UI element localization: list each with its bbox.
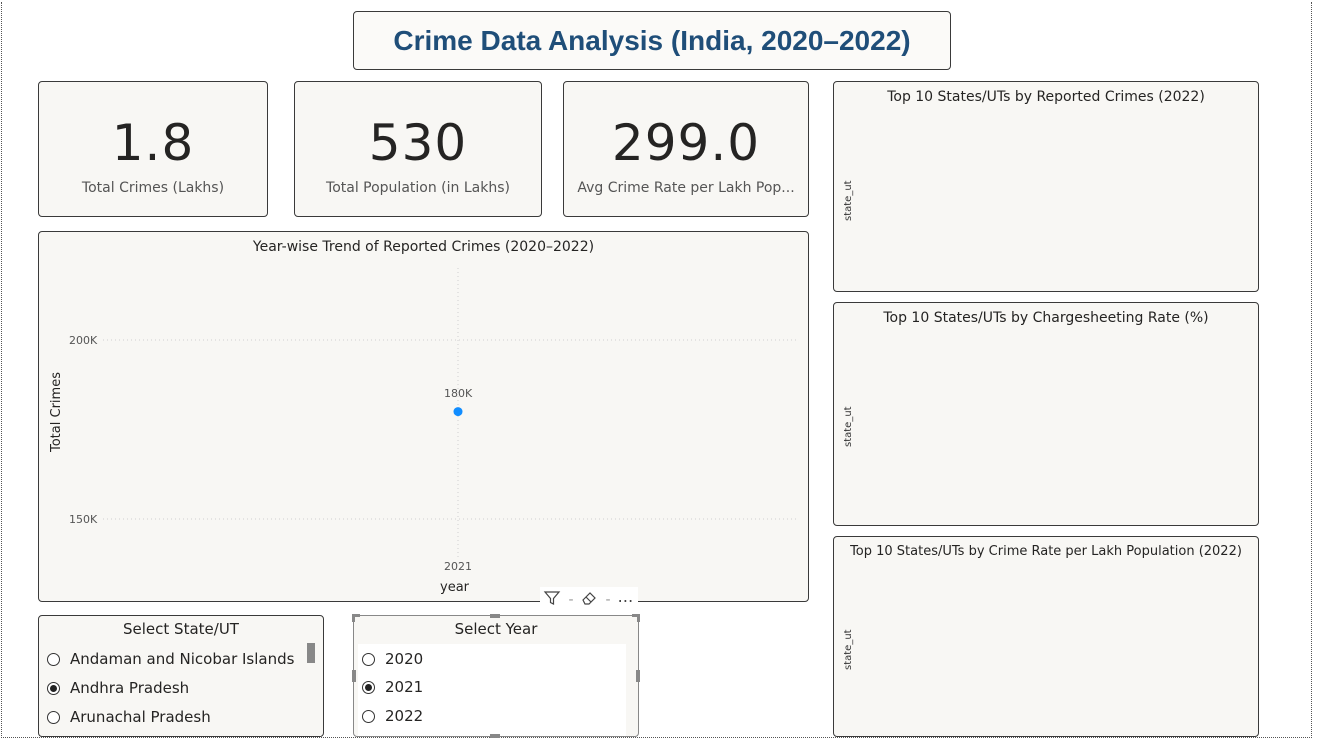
chart-title: Top 10 States/UTs by Crime Rate per Lakh… bbox=[850, 544, 1242, 559]
trend-chart-title: Year-wise Trend of Reported Crimes (2020… bbox=[252, 239, 595, 255]
separator-dash: - bbox=[568, 592, 574, 608]
resize-handle-left[interactable] bbox=[352, 670, 356, 682]
x-tick-2021: 2021 bbox=[444, 560, 472, 573]
kpi-value: 299.0 bbox=[611, 114, 761, 172]
slicer-option-andhra[interactable]: Andhra Pradesh bbox=[47, 679, 189, 697]
slicer-title: Select Year bbox=[454, 620, 538, 638]
kpi-card-total-crimes[interactable]: 1.8 Total Crimes (Lakhs) bbox=[38, 81, 268, 217]
y-axis-title: state_ut bbox=[843, 629, 854, 670]
slicer-option-2022[interactable]: 2022 bbox=[362, 707, 423, 725]
y-axis-title: Total Crimes bbox=[49, 372, 64, 452]
data-point-2021 bbox=[453, 407, 463, 417]
slicer-option-2020[interactable]: 2020 bbox=[362, 650, 423, 668]
resize-handle-top[interactable] bbox=[490, 614, 500, 618]
y-tick-200k: 200K bbox=[69, 334, 98, 347]
kpi-card-avg-crime-rate[interactable]: 299.0 Avg Crime Rate per Lakh Pop... bbox=[563, 81, 809, 217]
eraser-icon[interactable] bbox=[580, 589, 598, 611]
kpi-label: Total Population (in Lakhs) bbox=[326, 180, 510, 196]
slicer-option-label: Arunachal Pradesh bbox=[70, 708, 211, 726]
visual-header-toolbar: - - ⋯ bbox=[540, 587, 638, 613]
slicer-scrollbar[interactable] bbox=[307, 643, 315, 663]
kpi-label: Total Crimes (Lakhs) bbox=[81, 180, 225, 196]
slicer-title: Select State/UT bbox=[123, 620, 239, 638]
trend-chart-svg bbox=[103, 268, 799, 560]
slicer-option-label: Andhra Pradesh bbox=[70, 679, 190, 697]
report-title-box: Crime Data Analysis (India, 2020–2022) bbox=[353, 11, 951, 70]
kpi-value: 530 bbox=[368, 114, 468, 172]
x-axis-title: year bbox=[440, 580, 470, 595]
slicer-option-label: 2021 bbox=[385, 678, 424, 696]
y-axis-title: state_ut bbox=[843, 180, 854, 221]
y-axis-title: state_ut bbox=[843, 406, 854, 447]
slicer-option-label: Andaman and Nicobar Islands bbox=[70, 650, 295, 668]
resize-handle-right[interactable] bbox=[636, 670, 640, 682]
radio-button[interactable] bbox=[47, 652, 60, 666]
slicer-list: 2020 2021 2022 bbox=[358, 644, 626, 736]
slicer-list-bg-strip bbox=[299, 644, 321, 736]
radio-button[interactable] bbox=[47, 681, 60, 695]
chart-title: Top 10 States/UTs by Reported Crimes (20… bbox=[887, 89, 1205, 105]
top10-crime-rate-chart[interactable]: Top 10 States/UTs by Crime Rate per Lakh… bbox=[833, 536, 1259, 737]
resize-handle-bottom[interactable] bbox=[490, 734, 500, 738]
slicer-option-label: 2022 bbox=[385, 707, 424, 725]
radio-button[interactable] bbox=[362, 709, 375, 723]
separator-dash: - bbox=[605, 592, 611, 608]
top10-reported-crimes-chart[interactable]: Top 10 States/UTs by Reported Crimes (20… bbox=[833, 81, 1259, 292]
filter-icon[interactable] bbox=[543, 589, 561, 611]
data-label-2021: 180K bbox=[444, 386, 473, 400]
slicer-option-andaman[interactable]: Andaman and Nicobar Islands bbox=[47, 650, 294, 668]
radio-button[interactable] bbox=[47, 710, 60, 724]
kpi-card-total-population[interactable]: 530 Total Population (in Lakhs) bbox=[294, 81, 542, 217]
year-slicer[interactable]: Select Year 2020 2021 2022 bbox=[352, 614, 640, 738]
resize-corner-tr[interactable] bbox=[632, 614, 640, 622]
slicer-option-2021[interactable]: 2021 bbox=[362, 678, 423, 696]
report-title: Crime Data Analysis (India, 2020–2022) bbox=[393, 24, 911, 56]
chart-title: Top 10 States/UTs by Chargesheeting Rate… bbox=[883, 310, 1209, 326]
radio-button[interactable] bbox=[362, 652, 375, 666]
more-options-icon[interactable]: ⋯ bbox=[617, 590, 635, 610]
kpi-value: 1.8 bbox=[111, 114, 195, 172]
kpi-label: Avg Crime Rate per Lakh Pop... bbox=[577, 180, 795, 196]
y-tick-150k: 150K bbox=[69, 513, 98, 526]
trend-chart[interactable]: Year-wise Trend of Reported Crimes (2020… bbox=[38, 231, 809, 602]
state-slicer[interactable]: Select State/UT Andaman and Nicobar Isla… bbox=[38, 615, 324, 737]
slicer-option-arunachal[interactable]: Arunachal Pradesh bbox=[47, 708, 211, 726]
top10-chargesheeting-chart[interactable]: Top 10 States/UTs by Chargesheeting Rate… bbox=[833, 302, 1259, 526]
radio-button[interactable] bbox=[362, 680, 375, 694]
report-canvas bbox=[1, 2, 1312, 738]
resize-corner-tl[interactable] bbox=[352, 614, 360, 622]
slicer-option-label: 2020 bbox=[385, 650, 424, 668]
slicer-list: Andaman and Nicobar Islands Andhra Prade… bbox=[43, 644, 319, 736]
